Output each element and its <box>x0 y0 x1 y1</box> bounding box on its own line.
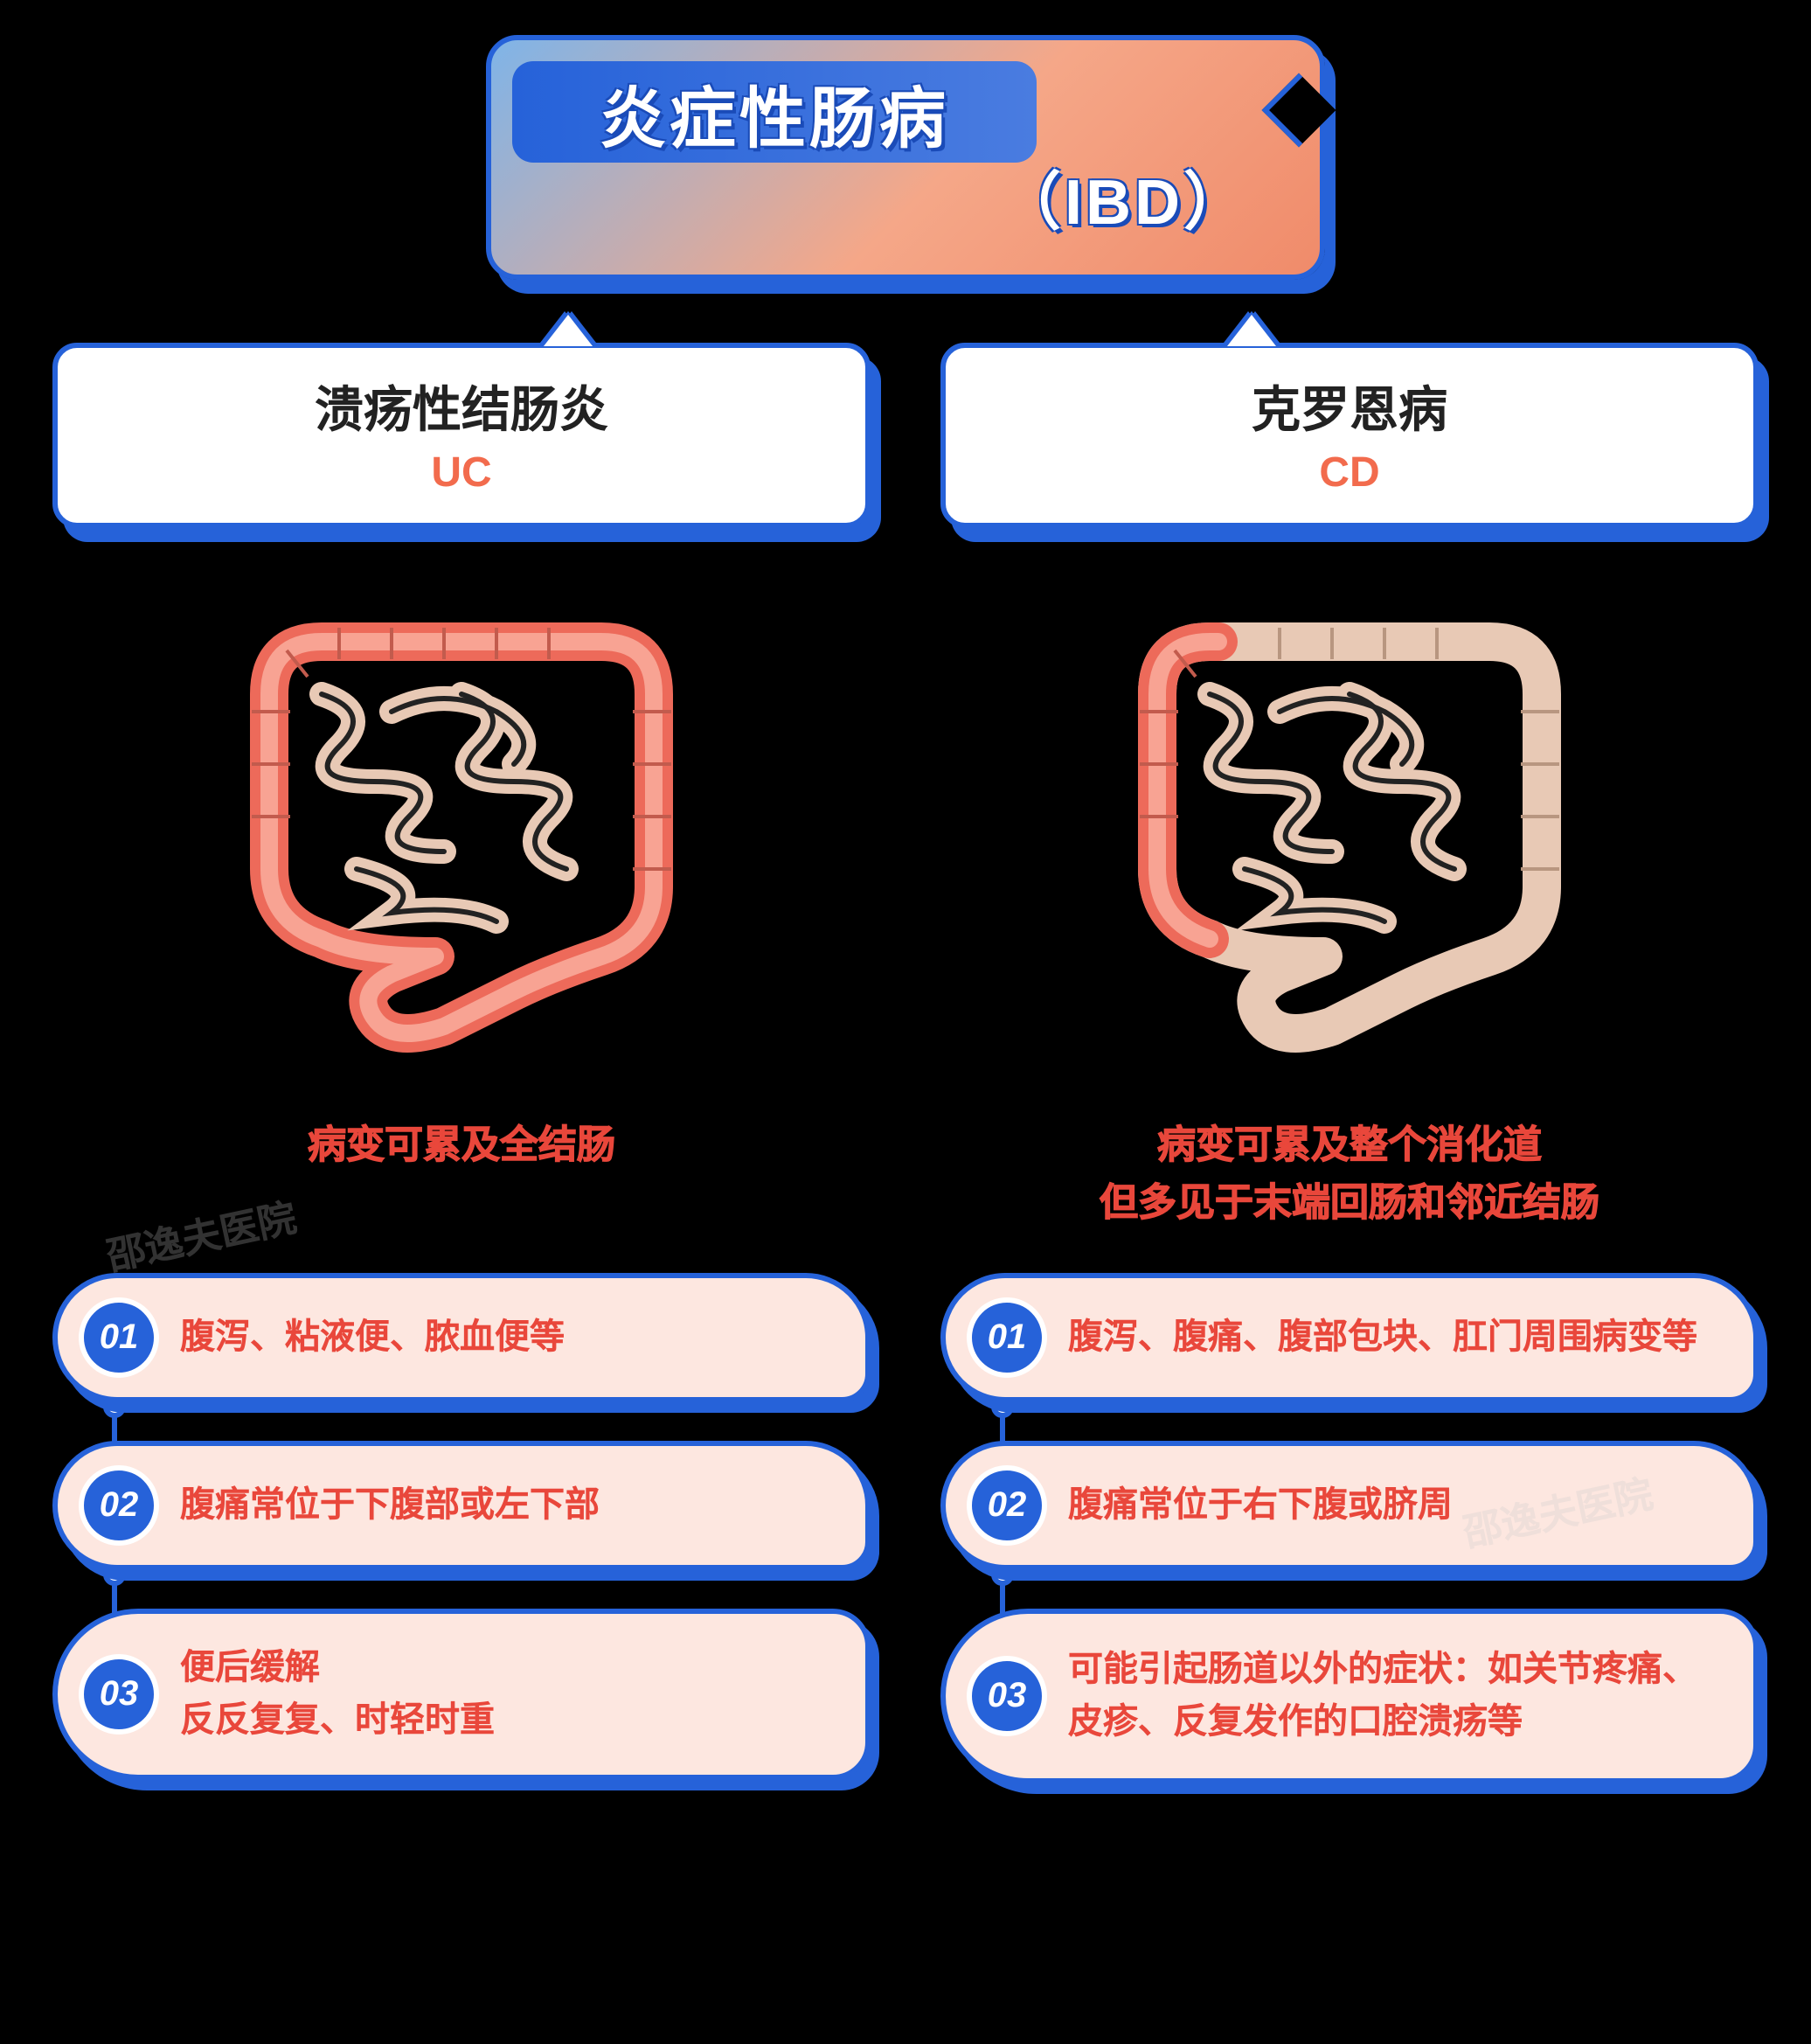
symptom-text: 腹泻、粘液便、脓血便等 <box>180 1311 565 1364</box>
symptom-num-badge: 02 <box>79 1465 159 1546</box>
header-title-bar: 炎症性肠病 <box>512 61 1037 163</box>
symptom-num-badge: 02 <box>967 1465 1047 1546</box>
right-subtype-name: 克罗恩病 <box>981 372 1718 442</box>
left-subtype-box: 溃疡性结肠炎 UC <box>52 343 871 528</box>
right-subtype-abbr: CD <box>981 449 1718 498</box>
right-lesion-text: 病变可累及整个消化道 但多见于末端回肠和邻近结肠 <box>940 1116 1759 1238</box>
symptom-text: 腹痛常位于下腹部或左下部 <box>180 1479 600 1532</box>
symptom-num-badge: 03 <box>79 1654 159 1735</box>
symptom-item: 01 腹泻、粘液便、脓血便等 <box>52 1273 871 1402</box>
header-subtitle: （IBD） <box>998 152 1250 243</box>
intestine-uc-icon <box>199 589 724 1079</box>
symptom-num-badge: 01 <box>79 1297 159 1378</box>
header-box: 炎症性肠病 （IBD） <box>486 35 1325 280</box>
symptom-text: 可能引起肠道以外的症状：如关节疼痛、皮疹、反复发作的口腔溃疡等 <box>1068 1644 1711 1749</box>
connector-arrow-icon <box>544 315 593 346</box>
left-symptom-list: 01 腹泻、粘液便、脓血便等 02 腹痛常位于下腹部或左下部 03 便后缓解 反… <box>52 1273 871 1780</box>
left-column: 溃疡性结肠炎 UC <box>52 315 871 1822</box>
right-subtype-box: 克罗恩病 CD <box>940 343 1759 528</box>
symptom-text: 腹痛常位于右下腹或脐周 <box>1068 1479 1453 1532</box>
branch-row: 溃疡性结肠炎 UC <box>52 315 1759 1822</box>
left-subtype-abbr: UC <box>93 449 830 498</box>
symptom-num-badge: 01 <box>967 1297 1047 1378</box>
symptom-item: 01 腹泻、腹痛、腹部包块、肛门周围病变等 <box>940 1273 1759 1402</box>
header-notch-icon <box>1262 73 1336 148</box>
symptom-num-badge: 03 <box>967 1656 1047 1736</box>
symptom-text: 便后缓解 反反复复、时轻时重 <box>180 1642 495 1747</box>
symptom-item: 02 腹痛常位于右下腹或脐周 <box>940 1441 1759 1570</box>
intestine-cd-icon <box>1087 589 1612 1079</box>
left-lesion-text: 病变可累及全结肠 <box>52 1116 871 1238</box>
right-intestine-diagram <box>940 563 1759 1105</box>
right-column: 克罗恩病 CD <box>940 315 1759 1822</box>
symptom-text: 腹泻、腹痛、腹部包块、肛门周围病变等 <box>1068 1311 1697 1364</box>
left-subtype-name: 溃疡性结肠炎 <box>93 372 830 442</box>
connector-arrow-icon <box>1227 315 1276 346</box>
right-symptom-list: 01 腹泻、腹痛、腹部包块、肛门周围病变等 02 腹痛常位于右下腹或脐周 邵逸夫… <box>940 1273 1759 1783</box>
symptom-item: 03 可能引起肠道以外的症状：如关节疼痛、皮疹、反复发作的口腔溃疡等 <box>940 1609 1759 1783</box>
header-title: 炎症性肠病 <box>600 64 949 160</box>
left-intestine-diagram <box>52 563 871 1105</box>
symptom-item: 02 腹痛常位于下腹部或左下部 <box>52 1441 871 1570</box>
symptom-item: 03 便后缓解 反反复复、时轻时重 <box>52 1609 871 1780</box>
